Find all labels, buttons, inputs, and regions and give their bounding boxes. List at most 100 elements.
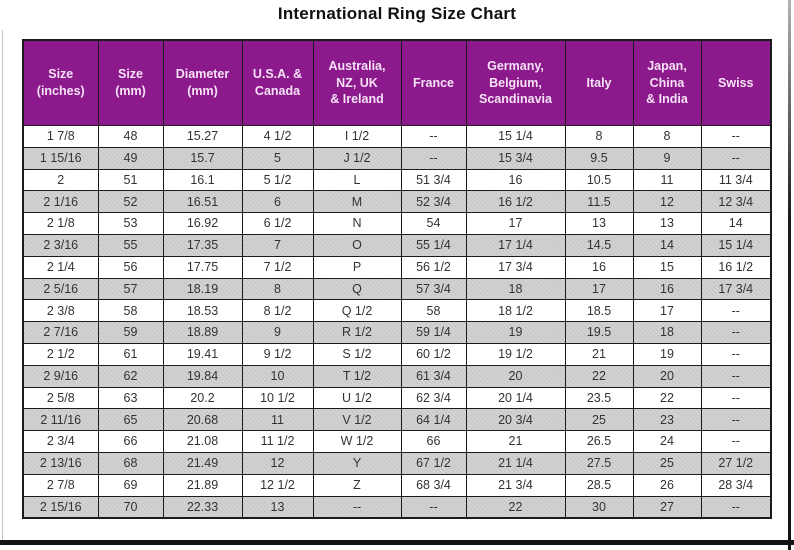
- table-cell: 15 3/4: [465, 146, 566, 170]
- table-cell: 61: [97, 342, 164, 366]
- header-row: Size (inches) Size (mm) Diameter (mm) U.S.A…: [22, 39, 772, 126]
- table-cell: 55: [97, 233, 164, 257]
- table-cell: 2 9/16: [22, 364, 99, 388]
- table-cell: 51 3/4: [400, 168, 467, 192]
- table-cell: Z: [312, 473, 402, 497]
- page-right-edge-line: [788, 0, 791, 550]
- table-cell: M: [312, 190, 402, 214]
- table-cell: 52 3/4: [400, 190, 467, 214]
- table-cell: 27.5: [564, 451, 634, 475]
- table-cell: 7: [241, 233, 314, 257]
- table-cell: 69: [97, 473, 164, 497]
- table-row: 2 9/16 62 19.84 10 T 1/2 61 3/4 20 22 20 --: [22, 364, 772, 388]
- table-cell: 17: [465, 212, 566, 235]
- column-header: Japan, China & India: [632, 39, 702, 126]
- table-cell: --: [400, 146, 467, 170]
- table-cell: 68 3/4: [400, 473, 467, 497]
- table-cell: 62: [97, 364, 164, 388]
- table-cell: 18.89: [162, 321, 243, 344]
- table-cell: 16: [564, 255, 634, 279]
- table-cell: 67 1/2: [400, 451, 467, 475]
- table-cell: 64 1/4: [400, 408, 467, 432]
- table-cell: 66: [400, 430, 467, 453]
- table-cell: 58: [400, 299, 467, 323]
- table-cell: 13: [632, 212, 702, 235]
- table-cell: --: [700, 495, 772, 519]
- table-cell: 18.19: [162, 277, 243, 301]
- table-cell: W 1/2: [312, 430, 402, 453]
- table-row: 2 1/4 56 17.75 7 1/2 P 56 1/2 17 3/4 16 15 16 1/2: [22, 255, 772, 279]
- table-cell: 19 1/2: [465, 342, 566, 366]
- table-row: 1 7/8 48 15.27 4 1/2 I 1/2 -- 15 1/4 8 8 --: [22, 125, 772, 148]
- table-cell: 23: [632, 408, 702, 432]
- table-cell: --: [700, 342, 772, 366]
- table-row: 2 1/16 52 16.51 6 M 52 3/4 16 1/2 11.5 12 12 3/4: [22, 190, 772, 214]
- table-cell: 14: [700, 212, 772, 235]
- table-cell: 12: [632, 190, 702, 214]
- table-row: 2 7/8 69 21.89 12 1/2 Z 68 3/4 21 3/4 28.5 26 28 …: [22, 473, 772, 497]
- table-cell: 2 13/16: [22, 451, 99, 475]
- table-cell: --: [700, 321, 772, 344]
- table-cell: 17 1/4: [465, 233, 566, 257]
- table-cell: 11: [241, 408, 314, 432]
- table-cell: 16.92: [162, 212, 243, 235]
- table-cell: 13: [564, 212, 634, 235]
- table-cell: 11 1/2: [241, 430, 314, 453]
- table-cell: 8: [564, 125, 634, 148]
- table-cell: 13: [241, 495, 314, 519]
- table-cell: 70: [97, 495, 164, 519]
- table-cell: 17 3/4: [465, 255, 566, 279]
- table-cell: 6: [241, 190, 314, 214]
- table-cell: V 1/2: [312, 408, 402, 432]
- table-cell: 18 1/2: [465, 299, 566, 323]
- table-row: 2 51 16.1 5 1/2 L 51 3/4 16 10.5 11 11 3/4: [22, 168, 772, 192]
- table-cell: T 1/2: [312, 364, 402, 388]
- table-cell: 15.27: [162, 125, 243, 148]
- table-cell: Q 1/2: [312, 299, 402, 323]
- table-cell: 25: [564, 408, 634, 432]
- table-cell: 2 5/8: [22, 386, 99, 410]
- table-cell: 60 1/2: [400, 342, 467, 366]
- page-left-edge-line: [2, 30, 3, 542]
- table-cell: 27 1/2: [700, 451, 772, 475]
- ring-size-table: Size (inches) Size (mm) Diameter (mm) U.S.A…: [22, 39, 772, 520]
- table-row: 2 15/16 70 22.33 13 -- -- 22 30 27 --: [22, 495, 772, 519]
- table-cell: 2 1/2: [22, 342, 99, 366]
- column-header: Size (mm): [97, 39, 164, 126]
- table-cell: S 1/2: [312, 342, 402, 366]
- table-body: 1 7/8 48 15.27 4 1/2 I 1/2 -- 15 1/4 8 8 -- 1 15/1…: [22, 125, 772, 519]
- table-cell: 16 1/2: [465, 190, 566, 214]
- table-cell: --: [400, 125, 467, 148]
- table-cell: 8: [632, 125, 702, 148]
- table-cell: N: [312, 212, 402, 235]
- table-cell: 20 3/4: [465, 408, 566, 432]
- table-cell: --: [700, 364, 772, 388]
- column-header: Germany, Belgium, Scandinavia: [465, 39, 566, 126]
- table-cell: 51: [97, 168, 164, 192]
- table-cell: 2: [22, 168, 99, 192]
- column-header: Diameter (mm): [162, 39, 243, 126]
- table-cell: 14: [632, 233, 702, 257]
- table-cell: 28.5: [564, 473, 634, 497]
- table-cell: 11 3/4: [700, 168, 772, 192]
- table-cell: 21.49: [162, 451, 243, 475]
- table-cell: 49: [97, 146, 164, 170]
- table-cell: --: [700, 430, 772, 453]
- table-cell: 11: [632, 168, 702, 192]
- table-row: 2 3/8 58 18.53 8 1/2 Q 1/2 58 18 1/2 18.5 17 --: [22, 299, 772, 323]
- table-cell: Q: [312, 277, 402, 301]
- table-cell: 55 1/4: [400, 233, 467, 257]
- table-cell: 21.08: [162, 430, 243, 453]
- table-cell: 27: [632, 495, 702, 519]
- table-cell: 16.51: [162, 190, 243, 214]
- column-header: Swiss: [700, 39, 772, 126]
- column-header: U.S.A. & Canada: [241, 39, 314, 126]
- table-cell: 10 1/2: [241, 386, 314, 410]
- table-cell: 12 1/2: [241, 473, 314, 497]
- column-header: Size (inches): [22, 39, 99, 126]
- table-cell: 22: [632, 386, 702, 410]
- table-cell: 7 1/2: [241, 255, 314, 279]
- table-cell: 21: [465, 430, 566, 453]
- table-cell: 2 7/16: [22, 321, 99, 344]
- table-cell: 9 1/2: [241, 342, 314, 366]
